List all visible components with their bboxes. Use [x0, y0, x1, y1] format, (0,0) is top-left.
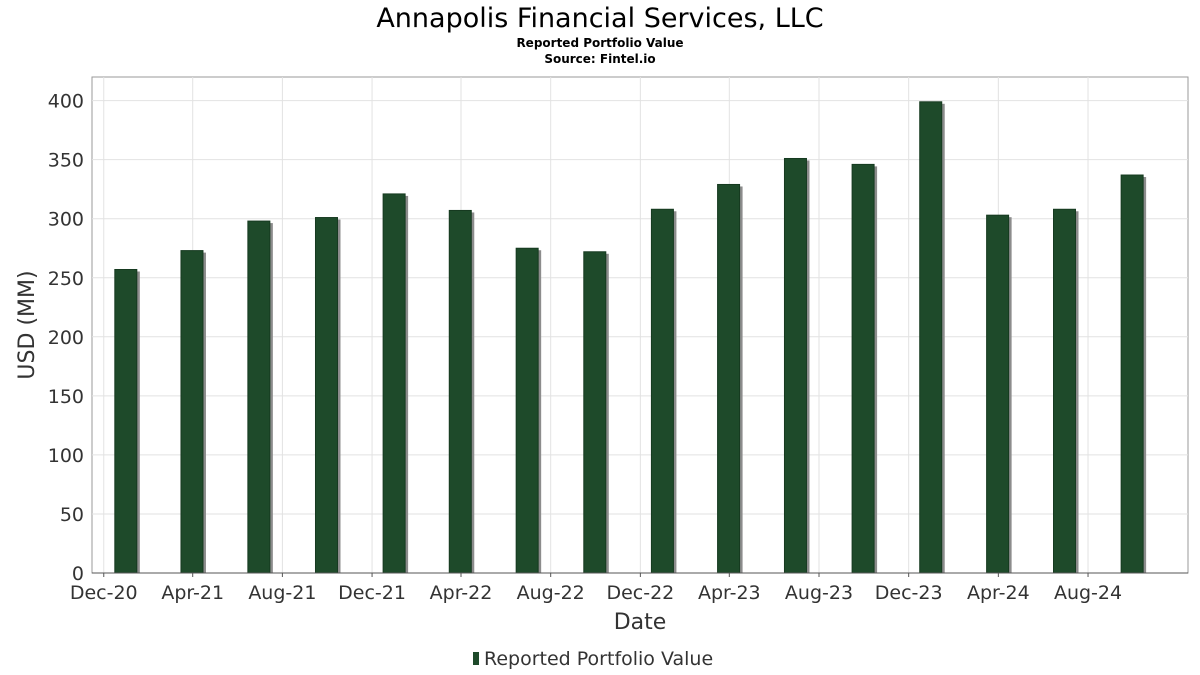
y-tick-label: 50	[60, 504, 84, 526]
x-tick-label: Dec-22	[606, 582, 674, 604]
y-axis-label: USD (MM)	[15, 270, 40, 379]
bar	[650, 208, 674, 574]
y-tick-label: 100	[48, 445, 84, 467]
chart-title: Annapolis Financial Services, LLC	[376, 3, 823, 34]
x-tick-label: Dec-23	[875, 582, 943, 604]
bar	[717, 183, 741, 574]
x-axis-label: Date	[614, 610, 667, 635]
bar	[851, 163, 875, 574]
bar	[382, 193, 406, 574]
y-tick-label: 0	[72, 563, 84, 585]
legend-label: Reported Portfolio Value	[484, 648, 713, 670]
legend-swatch	[473, 652, 479, 665]
bar	[247, 220, 271, 574]
y-tick-label: 300	[48, 209, 84, 231]
x-tick-label: Aug-23	[785, 582, 853, 604]
bar	[1053, 208, 1077, 574]
y-tick-labels: 0 50 100 150 200 250 300 350 400	[48, 91, 84, 585]
y-tick-label: 200	[48, 327, 84, 349]
x-tick-label: Apr-24	[967, 582, 1030, 604]
chart-source: Source: Fintel.io	[544, 52, 655, 66]
bar	[783, 157, 807, 574]
bars	[114, 101, 1147, 574]
bar	[448, 209, 472, 574]
y-tick-label: 400	[48, 91, 84, 113]
x-tick-label: Apr-23	[698, 582, 761, 604]
y-tick-label: 250	[48, 268, 84, 290]
bar	[583, 251, 607, 574]
x-tick-label: Apr-21	[161, 582, 224, 604]
y-tick-label: 350	[48, 150, 84, 172]
x-tick-label: Dec-20	[70, 582, 138, 604]
bar	[1120, 174, 1144, 574]
x-tick-label: Dec-21	[338, 582, 406, 604]
bar	[919, 101, 943, 574]
x-tick-label: Apr-22	[430, 582, 493, 604]
bar	[114, 268, 138, 574]
x-tick-label: Aug-21	[248, 582, 316, 604]
x-tick-label: Aug-22	[517, 582, 585, 604]
bar	[986, 214, 1010, 574]
x-tick-labels: Dec-20 Apr-21 Aug-21 Dec-21 Apr-22 Aug-22 Dec-…	[70, 573, 1122, 604]
legend: Reported Portfolio Value	[473, 648, 713, 670]
y-tick-label: 150	[48, 386, 84, 408]
bar	[515, 247, 539, 574]
x-tick-label: Aug-24	[1054, 582, 1122, 604]
bar	[180, 250, 204, 574]
bar	[314, 217, 338, 574]
chart-subtitle: Reported Portfolio Value	[516, 36, 683, 50]
